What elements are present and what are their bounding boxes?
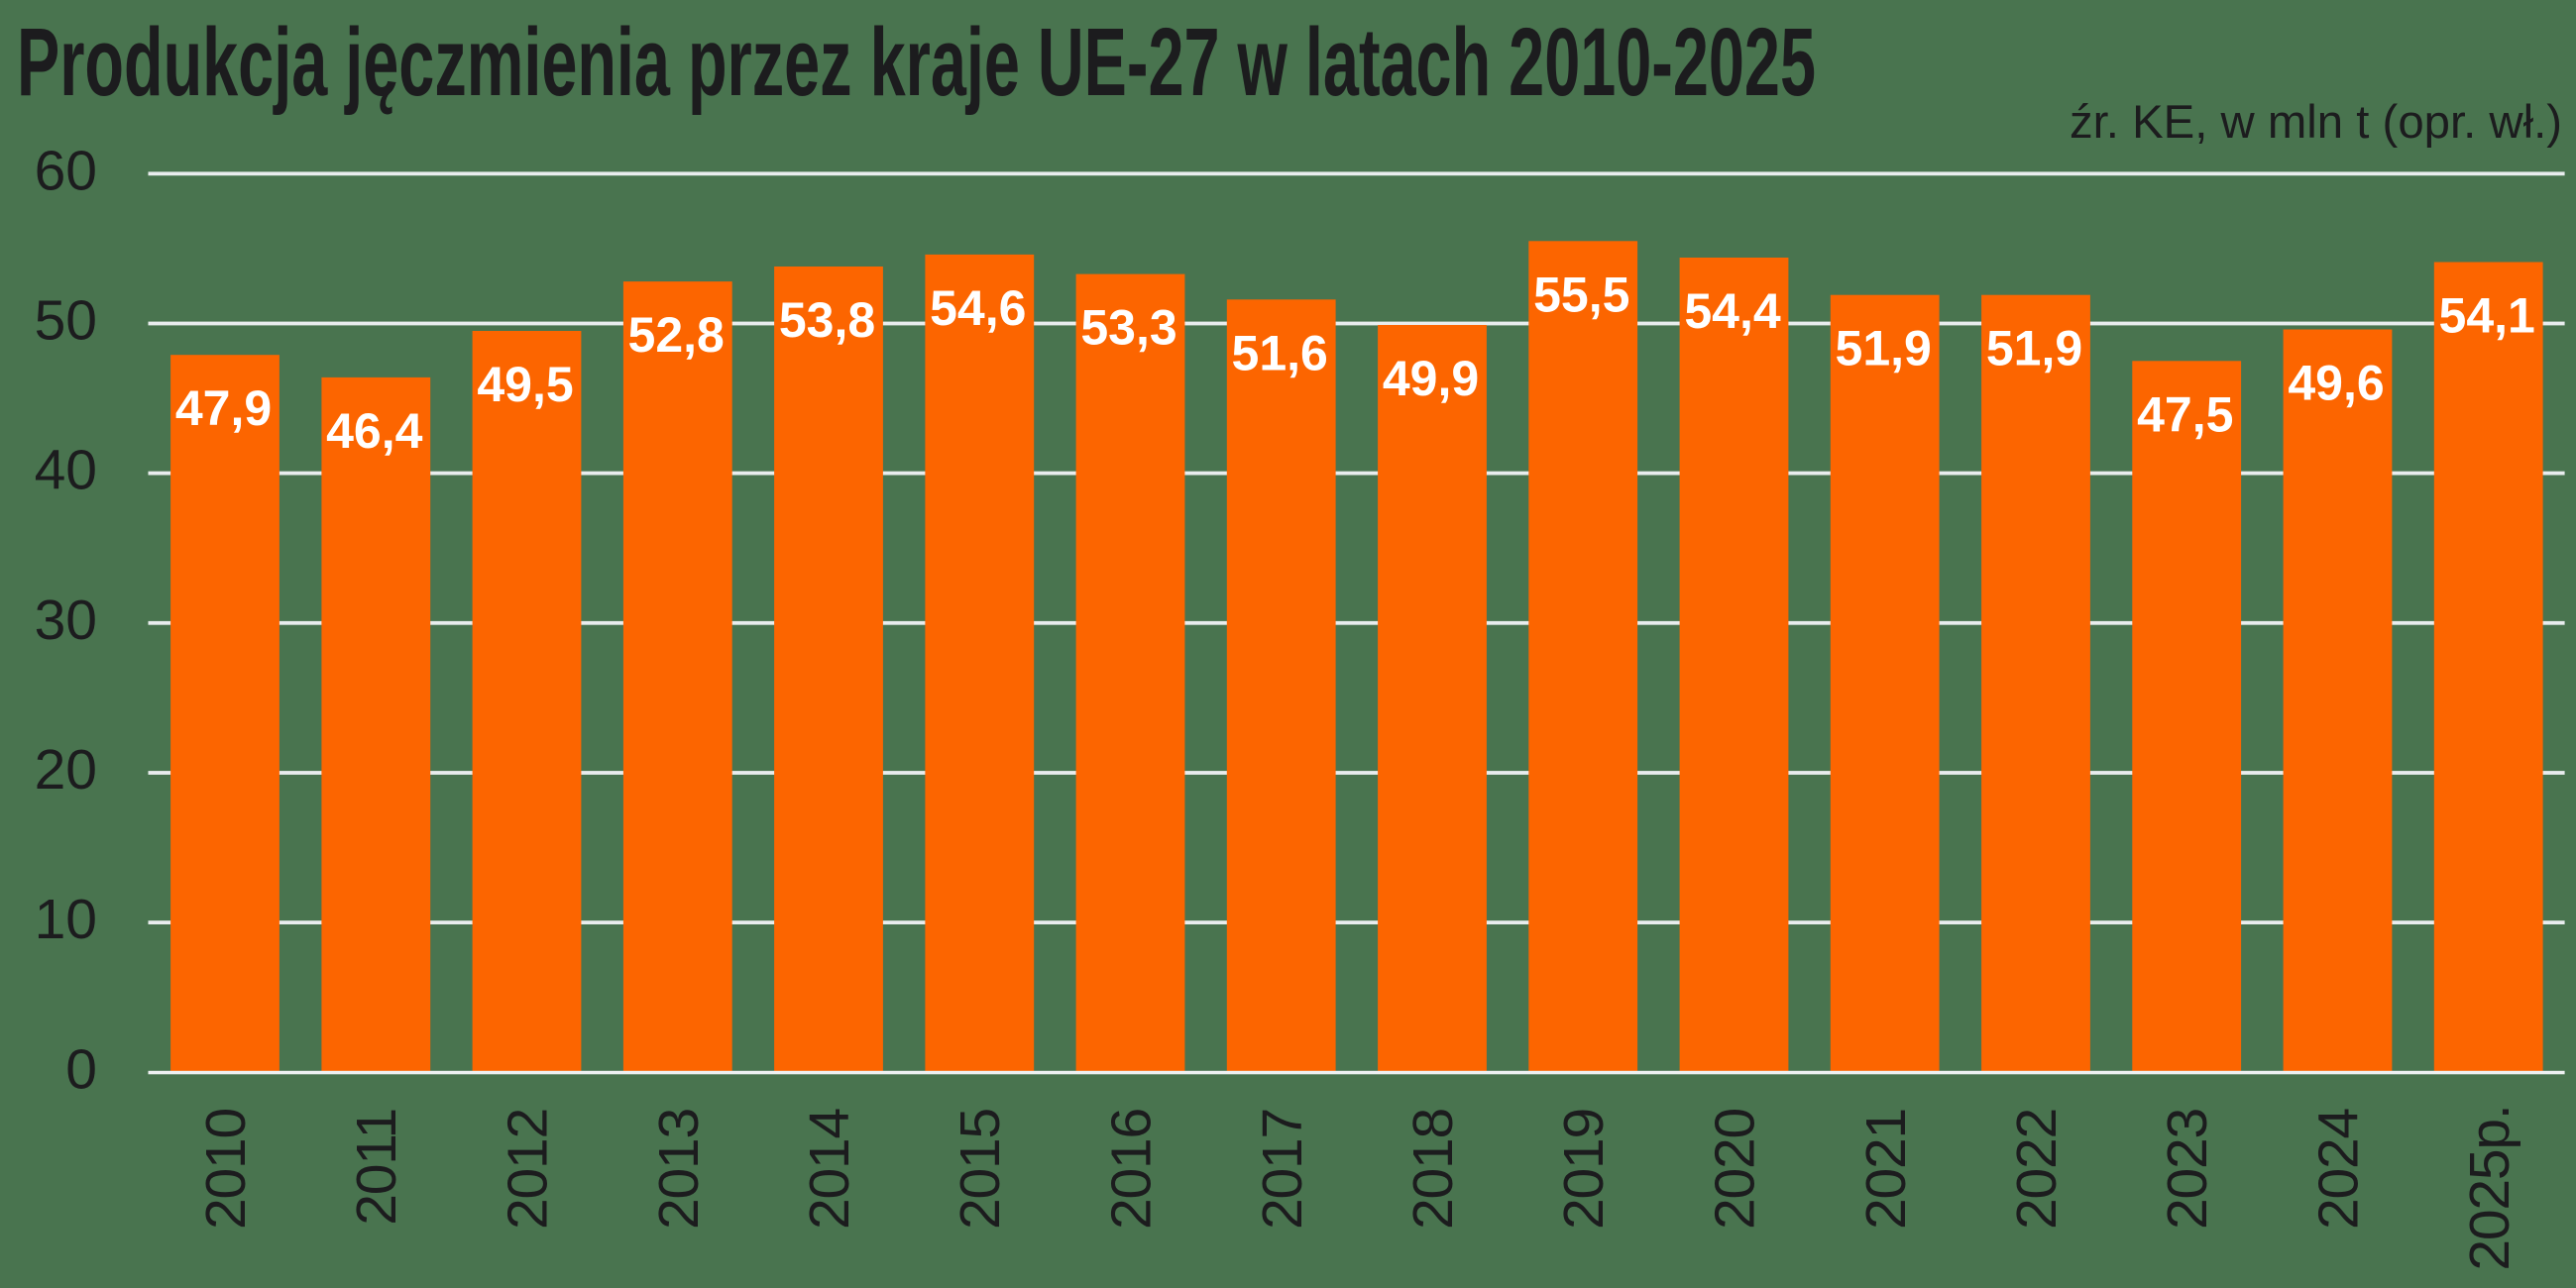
svg-text:52,8: 52,8 [628,307,725,363]
svg-text:2016: 2016 [1100,1109,1164,1230]
svg-text:2023: 2023 [2156,1109,2219,1230]
svg-text:40: 40 [35,439,97,502]
svg-text:49,9: 49,9 [1383,351,1479,406]
svg-text:2019: 2019 [1552,1109,1616,1230]
svg-text:2011: 2011 [345,1109,408,1226]
svg-text:2025p.: 2025p. [2458,1106,2521,1271]
svg-text:2020: 2020 [1704,1109,1767,1230]
svg-text:51,9: 51,9 [1986,321,2082,376]
svg-text:2010: 2010 [194,1109,258,1230]
svg-text:2014: 2014 [798,1109,861,1231]
svg-text:60: 60 [35,139,97,202]
svg-text:51,9: 51,9 [1836,321,1932,376]
svg-text:53,3: 53,3 [1080,300,1176,356]
svg-text:2012: 2012 [497,1109,560,1230]
svg-text:49,6: 49,6 [2288,356,2384,411]
svg-text:54,1: 54,1 [2439,288,2535,344]
svg-text:50: 50 [35,289,97,353]
svg-text:55,5: 55,5 [1533,267,1629,322]
svg-text:51,6: 51,6 [1232,325,1328,380]
svg-text:10: 10 [35,888,97,951]
svg-text:53,8: 53,8 [779,292,875,348]
svg-text:30: 30 [35,589,97,652]
svg-text:0: 0 [65,1037,97,1101]
svg-text:2015: 2015 [949,1109,1012,1230]
svg-text:2022: 2022 [2005,1109,2069,1230]
svg-text:2013: 2013 [647,1109,711,1230]
svg-text:54,4: 54,4 [1684,283,1781,339]
svg-text:Produkcja jęczmienia przez kra: Produkcja jęczmienia przez kraje UE-27 w… [17,8,1816,116]
svg-text:47,5: 47,5 [2137,386,2233,442]
svg-text:2024: 2024 [2307,1109,2371,1231]
svg-text:49,5: 49,5 [477,357,573,412]
svg-text:47,9: 47,9 [175,380,272,436]
svg-text:20: 20 [35,738,97,802]
svg-text:54,6: 54,6 [930,280,1026,336]
svg-text:2021: 2021 [1854,1109,1918,1230]
svg-text:2018: 2018 [1401,1109,1465,1230]
svg-text:2017: 2017 [1251,1109,1314,1230]
svg-text:46,4: 46,4 [326,403,423,459]
svg-text:źr. KE, w mln t (opr. wł.): źr. KE, w mln t (opr. wł.) [2070,95,2562,148]
